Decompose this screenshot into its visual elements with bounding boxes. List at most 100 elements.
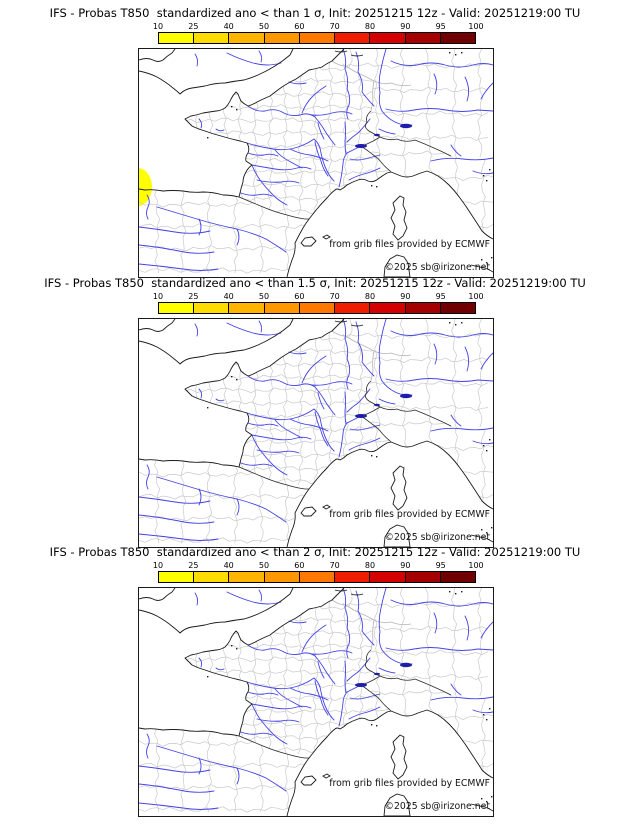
colorbar-tick: 60 — [294, 292, 305, 301]
colorbar-tick: 50 — [258, 561, 270, 570]
colorbar-tick: 10 — [152, 292, 164, 301]
map-france: from grib files provided by ECMWF ©2025 s… — [138, 587, 494, 817]
small-island-dot — [449, 591, 451, 593]
probability-shaded-region-10-25 — [139, 168, 152, 206]
small-island-dot — [481, 259, 483, 261]
small-island-dot — [486, 532, 488, 534]
islands-group — [300, 465, 411, 547]
lake — [400, 662, 412, 668]
colorbar-segment-70-80 — [335, 33, 371, 43]
colorbar-segment-95-100 — [440, 572, 475, 582]
panel-title: IFS - Probas T850 standardized ano < tha… — [49, 6, 581, 20]
small-island-dot — [491, 796, 493, 798]
mountain-borders-group — [238, 110, 452, 220]
colorbar-segment-95-100 — [440, 33, 475, 43]
colorbar-tick: 25 — [188, 561, 199, 570]
map-france: from grib files provided by ECMWF ©2025 s… — [138, 48, 494, 278]
colorbar-segment-40-50 — [229, 303, 265, 313]
small-island-dot — [376, 456, 378, 458]
colorbar-tick: 70 — [329, 292, 340, 301]
france-map-svg: from grib files provided by ECMWF ©2025 s… — [139, 319, 493, 547]
colorbar-segment-60-70 — [299, 572, 336, 582]
lake — [374, 133, 380, 137]
small-island-dot — [486, 450, 488, 452]
ecmwf-attribution: from grib files provided by ECMWF — [329, 778, 490, 789]
colorbar-segment-90-95 — [405, 303, 441, 313]
colorbar-segment-10-25 — [159, 33, 195, 43]
colorbar-tick: 60 — [294, 561, 305, 570]
colorbar — [158, 302, 476, 314]
small-island-dot — [449, 322, 451, 324]
colorbar-tick: 80 — [364, 292, 376, 301]
mountain-borders-group — [238, 649, 452, 759]
small-island-dot — [449, 52, 451, 54]
colorbar-tick: 40 — [223, 561, 234, 570]
colorbar-tick: 40 — [223, 22, 234, 31]
small-island-dot — [236, 379, 238, 381]
france-map-svg: from grib files provided by ECMWF ©2025 s… — [139, 588, 493, 816]
small-island-dot — [231, 645, 233, 647]
colorbar-segment-50-60 — [264, 33, 300, 43]
colorbar-segment-25-40 — [194, 572, 230, 582]
coastlines-group — [139, 588, 493, 816]
admin-borders-it — [361, 137, 493, 239]
small-island-dot — [486, 262, 488, 264]
colorbar-tick: 60 — [294, 22, 305, 31]
rivers-group — [139, 588, 493, 810]
colorbar-tick: 95 — [435, 561, 446, 570]
small-island-dot — [483, 175, 485, 177]
small-island-dot — [207, 137, 209, 139]
small-island-dot — [489, 169, 491, 171]
panel-title: IFS - Probas T850 standardized ano < tha… — [49, 545, 581, 559]
colorbar-tick: 70 — [329, 561, 340, 570]
colorbar-tick: 50 — [258, 292, 270, 301]
colorbar — [158, 571, 476, 583]
colorbar-tick: 10 — [152, 561, 164, 570]
panel-prob-lt-1p5-sigma: IFS - Probas T850 standardized ano < tha… — [0, 274, 630, 548]
colorbar-tick: 80 — [364, 22, 376, 31]
small-island-dot — [376, 725, 378, 727]
small-island-dot — [371, 724, 373, 726]
mountain-borders-group — [238, 380, 452, 490]
rivers-group — [139, 319, 493, 541]
small-island-dot — [231, 106, 233, 108]
small-island-dot — [491, 257, 493, 259]
copyright-text: ©2025 sb@irizone.net — [385, 801, 491, 812]
panel-prob-lt-1-sigma: IFS - Probas T850 standardized ano < tha… — [0, 4, 630, 278]
colorbar-segment-40-50 — [229, 572, 265, 582]
colorbar-tick: 90 — [400, 22, 411, 31]
small-island-dot — [236, 109, 238, 111]
colorbar-segment-10-25 — [159, 303, 195, 313]
colorbar — [158, 32, 476, 44]
france-map-svg: from grib files provided by ECMWF ©2025 s… — [139, 49, 493, 277]
small-island-dot — [481, 529, 483, 531]
panel-prob-lt-2-sigma: IFS - Probas T850 standardized ano < tha… — [0, 543, 630, 817]
colorbar-segment-25-40 — [194, 33, 230, 43]
small-island-dot — [461, 322, 463, 324]
colorbar-segment-60-70 — [299, 33, 336, 43]
colorbar-segment-50-60 — [264, 572, 300, 582]
colorbar-tick: 10 — [152, 22, 164, 31]
colorbar-ticks: 10 25 40 50 60 70 80 90 95 100 — [0, 292, 630, 302]
small-island-dot — [376, 186, 378, 188]
small-island-dot — [461, 591, 463, 593]
small-island-dot — [486, 801, 488, 803]
colorbar-segment-90-95 — [405, 33, 441, 43]
rivers-group — [139, 49, 493, 271]
colorbar-tick: 70 — [329, 22, 340, 31]
colorbar-tick: 50 — [258, 22, 270, 31]
coastlines-group — [139, 49, 493, 277]
colorbar-segment-10-25 — [159, 572, 195, 582]
colorbar-tick: 95 — [435, 292, 446, 301]
colorbar-tick: 100 — [468, 22, 484, 31]
colorbar-tick: 25 — [188, 292, 199, 301]
small-island-dot — [489, 439, 491, 441]
colorbar-tick: 90 — [400, 292, 411, 301]
small-island-dot — [489, 708, 491, 710]
colorbar-segment-70-80 — [335, 572, 371, 582]
lake — [400, 393, 412, 399]
lake — [355, 414, 367, 418]
small-island-dot — [486, 180, 488, 182]
copyright-text: ©2025 sb@irizone.net — [385, 532, 491, 543]
